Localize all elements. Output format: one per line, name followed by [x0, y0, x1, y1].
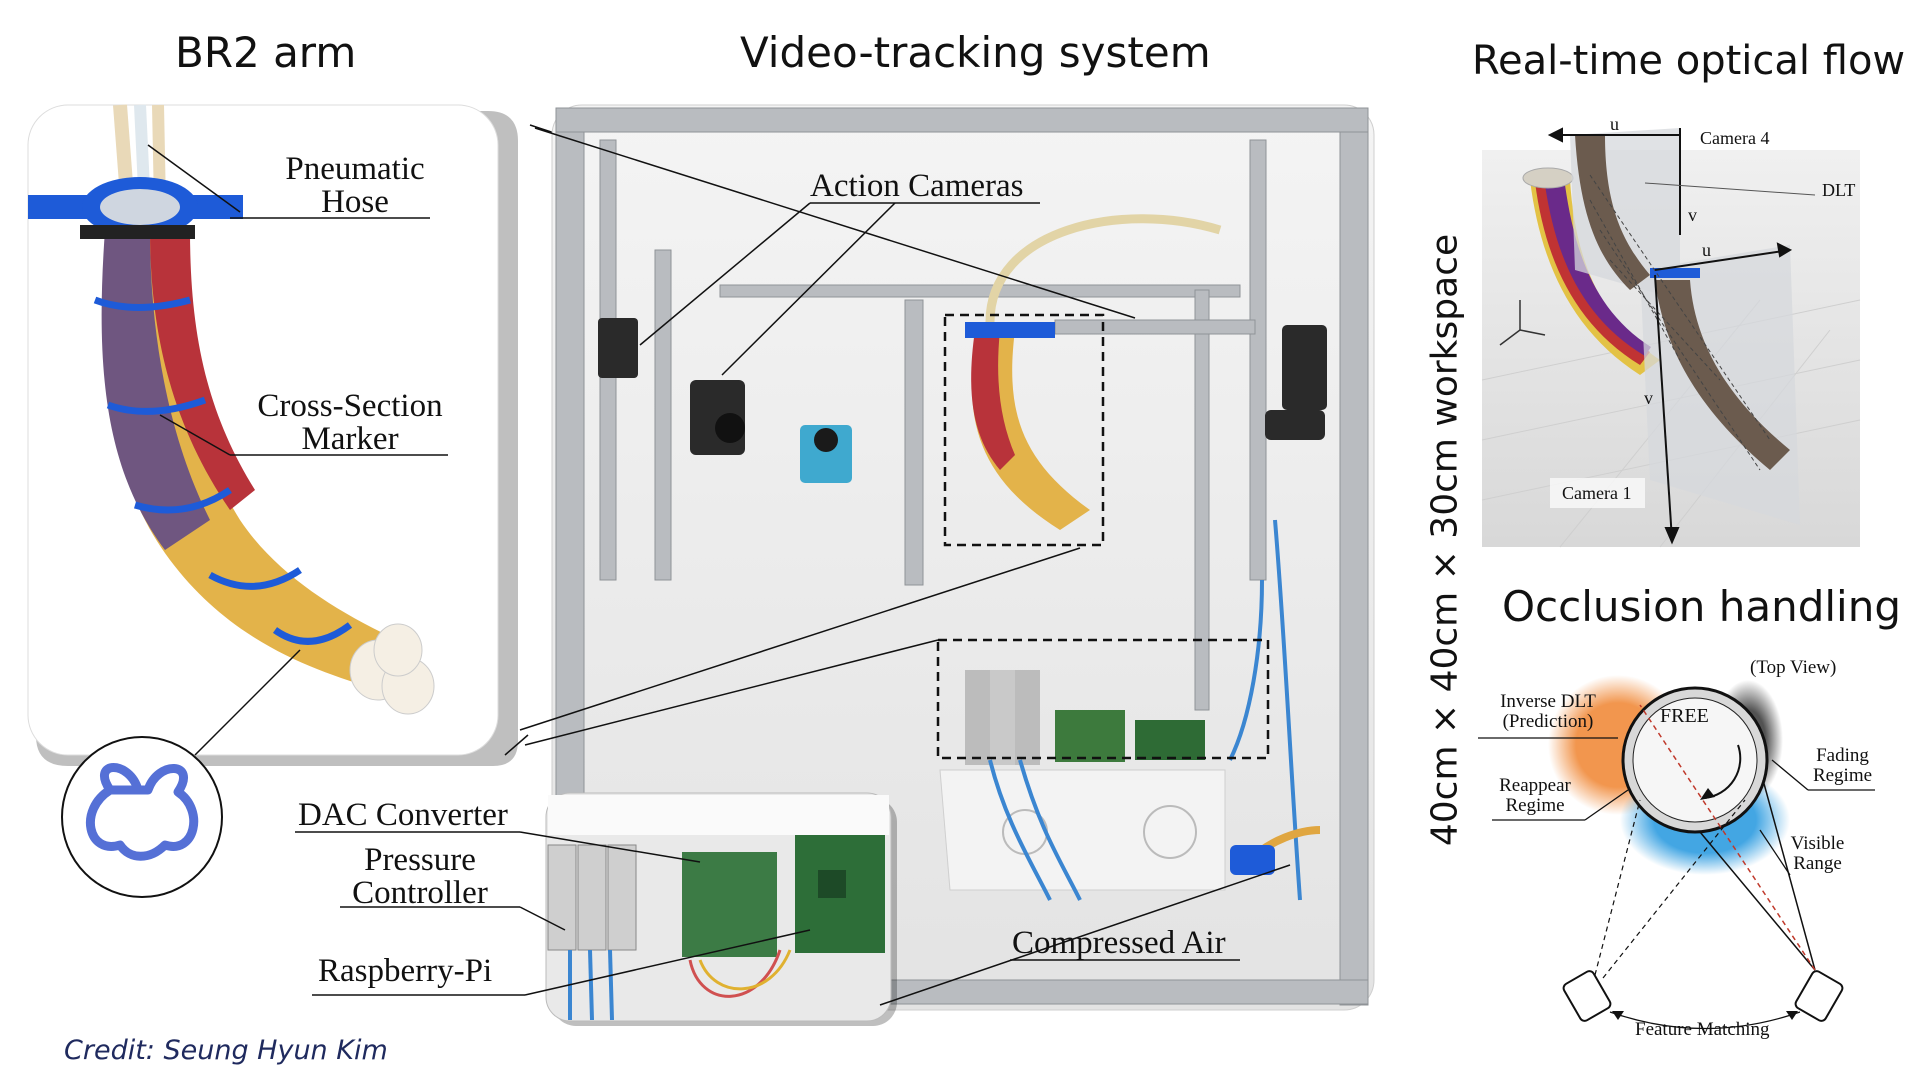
dlt-label: DLT — [1822, 180, 1856, 200]
feature-matching-label: Feature Matching — [1635, 1019, 1770, 1040]
u-axis-top-label: u — [1610, 114, 1619, 134]
visible-line1: Visible — [1790, 833, 1845, 854]
v-axis-top-label: v — [1688, 205, 1697, 225]
top-view-label: (Top View) — [1750, 657, 1837, 678]
reappear-line2: Regime — [1505, 795, 1565, 816]
pressure-controller-label: Pressure Controller — [330, 844, 510, 910]
pneumatic-hose-line1: Pneumatic — [285, 151, 425, 187]
inverse-dlt-label: Inverse DLT (Prediction) — [1478, 692, 1618, 732]
fading-line1: Fading — [1816, 745, 1869, 766]
fading-regime-label: Fading Regime — [1805, 746, 1880, 786]
action-cameras-label: Action Cameras — [810, 168, 1024, 204]
br2-leader-lines — [147, 124, 601, 756]
dac-converter-label: DAC Converter — [298, 797, 508, 833]
video-tracking-title: Video-tracking system — [740, 28, 1211, 77]
pressure-controller-line1: Pressure — [364, 842, 476, 878]
reappear-line1: Reappear — [1499, 775, 1571, 796]
reappear-regime-label: Reappear Regime — [1480, 776, 1590, 816]
pressure-controller-line2: Controller — [352, 875, 488, 911]
cross-section-line2: Marker — [301, 421, 399, 457]
cross-section-line1: Cross-Section — [257, 388, 443, 424]
credit-text: Credit: Seung Hyun Kim — [64, 1035, 388, 1066]
optical-flow-render — [1481, 127, 1861, 548]
occlusion-title: Occlusion handling — [1502, 582, 1901, 631]
visible-range-label: Visible Range — [1780, 834, 1855, 874]
electronics-inset-photo — [545, 792, 897, 1026]
pneumatic-hose-label: Pneumatic Hose — [270, 153, 440, 219]
u-axis-mid-label: u — [1702, 240, 1711, 260]
inverse-dlt-line2: (Prediction) — [1502, 711, 1594, 732]
occlusion-diagram — [1478, 675, 1875, 1030]
rig-leader-lines — [295, 127, 1291, 1006]
visible-line2: Range — [1793, 853, 1842, 874]
camera-1-label: Camera 1 — [1562, 483, 1632, 503]
v-axis-bottom-label: v — [1644, 388, 1653, 408]
workspace-dimension-label: 40cm × 40cm × 30cm workspace — [1424, 233, 1466, 847]
pneumatic-hose-line2: Hose — [321, 184, 389, 220]
cross-section-marker-label: Cross-Section Marker — [240, 390, 460, 456]
raspberry-pi-label: Raspberry-Pi — [318, 953, 493, 989]
optical-flow-title: Real-time optical flow — [1472, 38, 1906, 84]
camera-4-label: Camera 4 — [1700, 128, 1770, 148]
fading-line2: Regime — [1812, 765, 1873, 786]
inverse-dlt-line1: Inverse DLT — [1500, 691, 1596, 712]
compressed-air-label: Compressed Air — [1012, 925, 1226, 961]
br2-arm-title: BR2 arm — [175, 28, 357, 77]
free-label: FREE — [1660, 705, 1709, 727]
br2-arm-photo — [27, 104, 518, 898]
